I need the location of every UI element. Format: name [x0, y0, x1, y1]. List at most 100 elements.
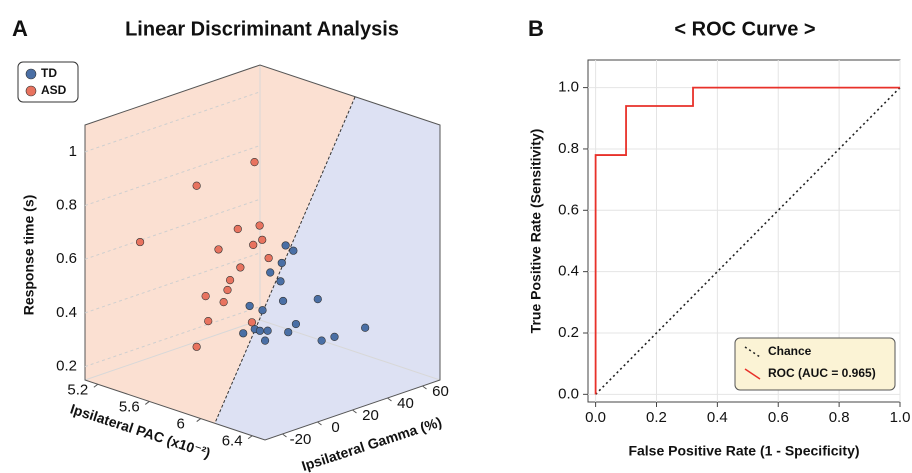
tick-mark [352, 409, 357, 414]
data-point [250, 158, 259, 167]
tick-mark [387, 397, 392, 402]
x-tick-label: 0.6 [768, 409, 789, 426]
panel-label: A [12, 16, 28, 41]
series-line [594, 86, 900, 395]
data-point [192, 342, 201, 351]
data-point [204, 317, 213, 326]
data-point [201, 292, 210, 301]
cube-edge [84, 319, 261, 381]
x-tick-label: 5.2 [67, 381, 88, 398]
tick-mark [93, 383, 99, 388]
data-point [291, 319, 301, 329]
data-point [192, 181, 201, 190]
data-point [225, 276, 235, 285]
data-point [135, 237, 145, 247]
data-point [313, 295, 322, 304]
y-axis-label: True Positive Rate (Sensitivity) [528, 129, 544, 334]
data-point [317, 336, 326, 345]
data-point [278, 296, 288, 306]
x-tick-label: 1.0 [890, 409, 911, 426]
z-tick-label: 0.8 [56, 196, 77, 213]
z-tick-label: 1 [69, 143, 77, 160]
y-tick-label: 0.8 [558, 140, 579, 157]
legend-box [734, 337, 896, 391]
grid-line [84, 91, 261, 153]
data-point [249, 240, 258, 249]
data-point [289, 246, 298, 255]
y-tick-label: 60 [432, 383, 449, 400]
y-tick-label: 0.2 [558, 324, 579, 341]
z-tick-label: 0.2 [56, 358, 77, 375]
y-tick-label: 0.6 [558, 201, 579, 218]
data-point [239, 329, 248, 338]
y-tick-label: 0.0 [558, 385, 579, 402]
legend-marker [25, 85, 37, 97]
x-tick-label: 0.2 [646, 409, 667, 426]
legend-marker [25, 68, 37, 80]
y-tick-label: 40 [397, 395, 414, 412]
td-region [215, 97, 440, 440]
tick-mark [422, 385, 427, 390]
data-point [361, 323, 370, 332]
decision-boundary [214, 96, 356, 424]
data-point [263, 326, 272, 335]
data-point [260, 336, 270, 345]
asd-region [85, 65, 355, 423]
panel-label: B [528, 16, 544, 41]
data-point [330, 332, 339, 341]
y-tick-label: -20 [290, 431, 312, 448]
data-point [266, 268, 275, 277]
data-point [214, 245, 223, 254]
z-tick-label: 0.4 [56, 304, 77, 321]
data-point [233, 224, 242, 234]
data-point [258, 306, 267, 315]
data-point [276, 277, 285, 286]
y-tick-label: 0.4 [558, 263, 579, 280]
x-tick-label: 6 [177, 416, 185, 433]
tick-mark [282, 433, 287, 438]
grid-line [84, 306, 261, 368]
data-point [255, 326, 265, 335]
x-tick-label: 0.8 [829, 409, 850, 426]
legend-label: ASD [41, 83, 67, 97]
legend-label: ROC (AUC = 0.965) [768, 366, 876, 380]
legend-marker [744, 368, 761, 380]
data-point [247, 318, 257, 327]
data-point [223, 285, 232, 295]
x-tick-label: 0.4 [707, 409, 728, 426]
y-tick-label: 20 [362, 407, 379, 424]
tick-mark [317, 421, 322, 426]
cube-outline [84, 64, 441, 441]
legend-label: TD [41, 66, 57, 80]
z-tick-label: 0.6 [56, 250, 77, 267]
data-point [245, 301, 254, 311]
data-point [255, 221, 264, 230]
data-point [219, 298, 228, 307]
chart-title: < ROC Curve > [674, 18, 815, 40]
data-point [264, 253, 273, 263]
series-line [595, 87, 901, 395]
y-tick-label: 0 [331, 419, 339, 436]
x-tick-label: 0.0 [585, 409, 606, 426]
data-point [284, 328, 293, 337]
tick-mark [196, 418, 202, 422]
legend-label: Chance [768, 344, 812, 358]
data-point [277, 258, 286, 268]
data-point [258, 235, 267, 244]
chart-title: Linear Discriminant Analysis [125, 18, 399, 40]
panel-b: B < ROC Curve > 0.0 0.2 0.4 0.6 0.8 1.0 0.0 0.2 0.… [528, 16, 911, 459]
x-tick-label: 6.4 [222, 433, 243, 450]
data-point [281, 241, 290, 250]
grid-line [84, 145, 261, 206]
tick-mark [144, 401, 150, 405]
data-point [236, 263, 245, 272]
legend-marker [744, 346, 761, 358]
tick-mark [247, 435, 253, 440]
x-axis-label: False Positive Rate (1 - Specificity) [628, 443, 859, 459]
x-tick-label: 5.6 [119, 398, 140, 415]
y-tick-label: 1.0 [558, 79, 579, 96]
grid-line [84, 198, 261, 260]
grid-line [84, 252, 261, 314]
